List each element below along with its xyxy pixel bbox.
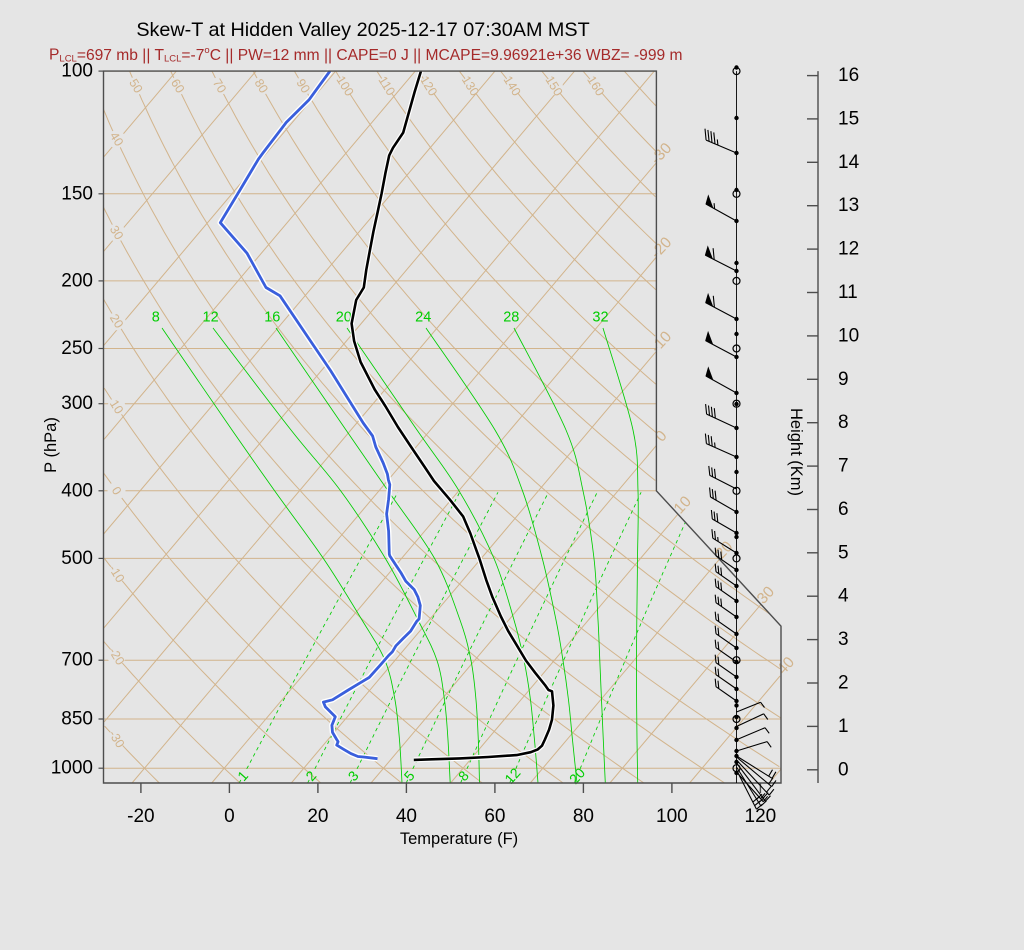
svg-text:6: 6 [838,499,849,520]
svg-text:60: 60 [168,76,187,95]
svg-text:13: 13 [838,195,859,216]
svg-text:1000: 1000 [51,758,93,779]
svg-text:40: 40 [396,806,417,827]
svg-text:90: 90 [293,76,312,95]
svg-text:7: 7 [838,456,849,477]
svg-text:120: 120 [745,806,777,827]
svg-text:32: 32 [592,309,608,325]
svg-text:850: 850 [61,709,93,730]
svg-text:2: 2 [838,673,849,694]
svg-text:100: 100 [61,61,93,82]
svg-text:-20: -20 [127,806,154,827]
svg-text:14: 14 [838,152,860,173]
svg-text:200: 200 [61,270,93,291]
svg-text:10: 10 [838,325,859,346]
svg-text:Skew-T at Hidden Valley 2025-1: Skew-T at Hidden Valley 2025-12-17 07:30… [136,19,589,41]
svg-text:60: 60 [484,806,505,827]
svg-text:0: 0 [838,759,849,780]
svg-text:16: 16 [264,309,280,325]
svg-text:40: 40 [107,130,126,149]
svg-text:700: 700 [61,650,93,671]
svg-text:28: 28 [503,309,519,325]
svg-text:5: 5 [838,542,849,563]
svg-text:Temperature (F): Temperature (F) [400,830,518,848]
svg-text:100: 100 [656,806,688,827]
svg-text:20: 20 [336,309,352,325]
svg-text:9: 9 [838,369,849,390]
svg-text:10: 10 [107,397,126,416]
svg-text:12: 12 [838,239,859,260]
svg-text:20: 20 [107,312,126,331]
svg-text:24: 24 [415,309,431,325]
svg-text:0: 0 [224,806,235,827]
svg-text:16: 16 [838,65,859,86]
svg-text:3: 3 [838,629,849,650]
svg-text:50: 50 [126,76,145,95]
svg-text:500: 500 [61,548,93,569]
svg-text:11: 11 [838,282,858,303]
svg-text:150: 150 [61,183,93,204]
svg-text:1: 1 [838,716,849,737]
svg-text:Height (Km): Height (Km) [787,408,805,496]
svg-text:70: 70 [210,76,229,95]
svg-text:80: 80 [573,806,594,827]
svg-text:4: 4 [838,586,849,607]
svg-text:P (hPa): P (hPa) [42,417,60,473]
svg-text:12: 12 [203,309,219,325]
svg-text:PLCL=697 mb || TLCL=-7oC || PW: PLCL=697 mb || TLCL=-7oC || PW=12 mm || … [49,45,683,65]
svg-text:300: 300 [61,393,93,414]
svg-text:250: 250 [61,338,93,359]
svg-text:8: 8 [152,309,160,325]
svg-text:20: 20 [307,806,328,827]
svg-text:30: 30 [107,223,126,242]
svg-text:15: 15 [838,108,859,129]
svg-text:8: 8 [838,412,849,433]
svg-text:80: 80 [252,76,271,95]
svg-text:400: 400 [61,480,93,501]
